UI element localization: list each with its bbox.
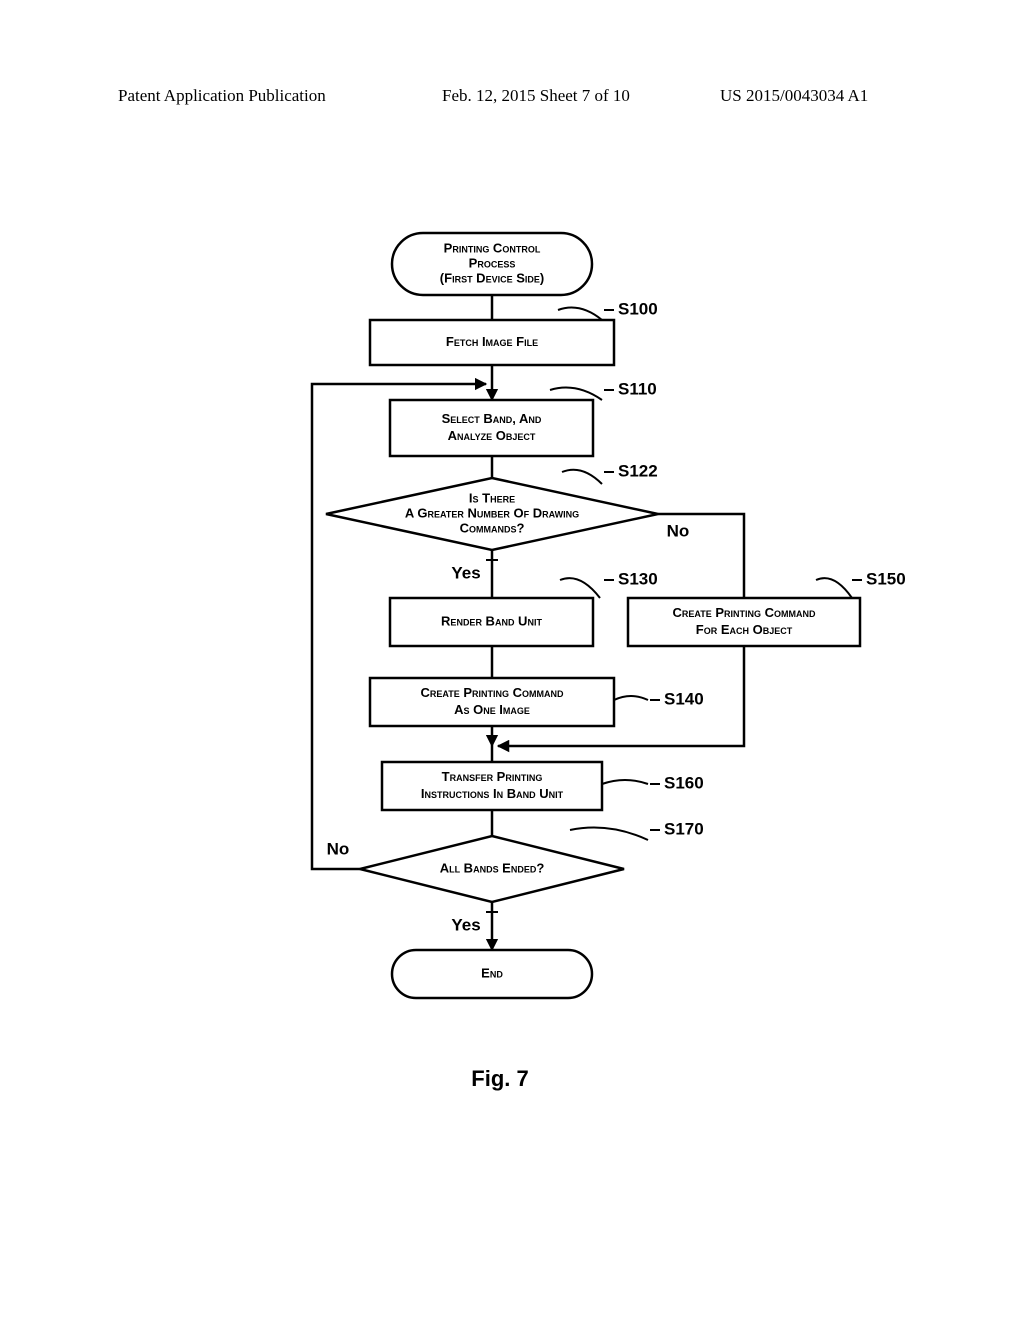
svg-text:Is There: Is There (469, 490, 515, 505)
svg-text:No: No (327, 839, 350, 858)
svg-text:S130: S130 (618, 569, 658, 588)
svg-text:Fig. 7: Fig. 7 (471, 1066, 528, 1091)
svg-text:(First Device Side): (First Device Side) (440, 270, 544, 285)
svg-text:Instructions In Band Unit: Instructions In Band Unit (421, 786, 564, 801)
flowchart-svg: Printing ControlProcess(First Device Sid… (0, 0, 1024, 1320)
svg-text:Printing Control: Printing Control (444, 240, 541, 255)
svg-text:Process: Process (469, 255, 516, 270)
svg-text:Commands?: Commands? (460, 520, 525, 535)
svg-text:A Greater Number Of Drawing: A Greater Number Of Drawing (405, 505, 579, 520)
svg-text:All Bands Ended?: All Bands Ended? (440, 860, 545, 875)
svg-text:S150: S150 (866, 569, 906, 588)
svg-text:S122: S122 (618, 461, 658, 480)
svg-text:Transfer Printing: Transfer Printing (442, 769, 543, 784)
svg-text:Yes: Yes (451, 915, 480, 934)
svg-text:Render Band Unit: Render Band Unit (441, 613, 542, 628)
svg-text:Fetch Image File: Fetch Image File (446, 334, 538, 349)
svg-text:S170: S170 (664, 819, 704, 838)
svg-text:As One Image: As One Image (454, 702, 530, 717)
svg-text:Yes: Yes (451, 563, 480, 582)
svg-text:For Each Object: For Each Object (696, 622, 793, 637)
svg-text:S140: S140 (664, 689, 704, 708)
svg-text:Analyze Object: Analyze Object (448, 428, 536, 443)
svg-text:Select Band, And: Select Band, And (442, 411, 542, 426)
svg-text:S110: S110 (618, 379, 657, 398)
svg-text:S160: S160 (664, 773, 704, 792)
svg-text:Create Printing Command: Create Printing Command (421, 685, 564, 700)
svg-text:No: No (667, 521, 690, 540)
svg-text:Create Printing Command: Create Printing Command (673, 605, 816, 620)
svg-text:S100: S100 (618, 299, 658, 318)
page: Patent Application Publication Feb. 12, … (0, 0, 1024, 1320)
svg-text:End: End (481, 965, 503, 980)
